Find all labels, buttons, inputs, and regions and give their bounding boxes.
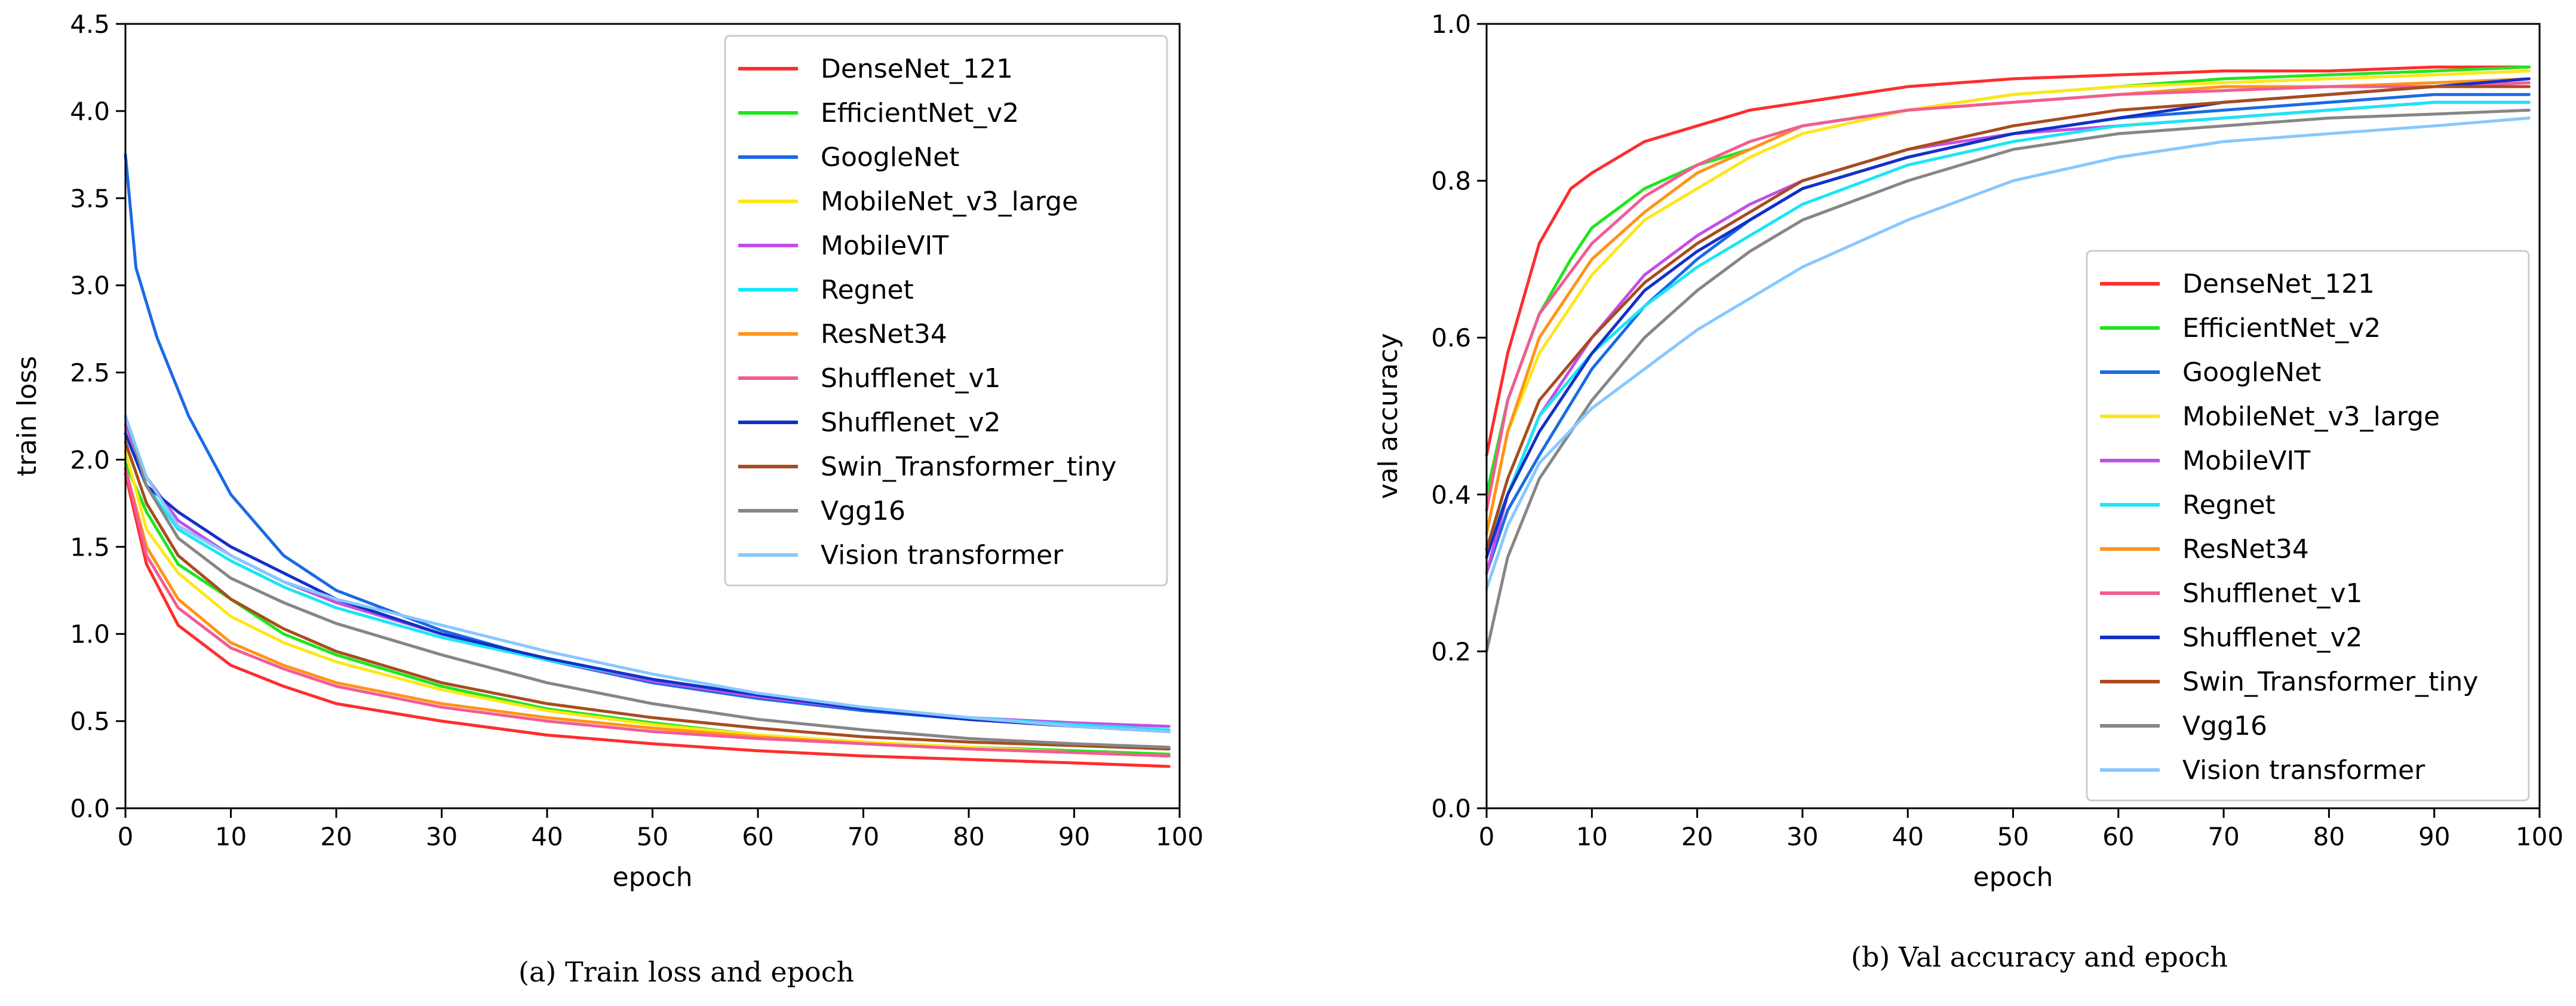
- train-loss-x-tick-label: 70: [848, 822, 879, 851]
- train-loss-x-tick-label: 10: [215, 822, 247, 851]
- val-accuracy-x-tick-label: 100: [2516, 822, 2563, 851]
- val-accuracy-series-swin-transformer-tiny: [1485, 85, 2531, 551]
- val-accuracy-x-tick-label: 40: [1892, 822, 1923, 851]
- val-accuracy-legend-box: [2086, 250, 2530, 802]
- val-accuracy-series-densenet-121: [1485, 65, 2531, 457]
- train-loss-series-mobilenet-v3-large: [124, 449, 1171, 757]
- train-loss-legend-label: EfficientNet_v2: [821, 98, 1019, 128]
- train-loss-x-tick-label: 50: [637, 822, 668, 851]
- train-loss-x-tick-label: 100: [1156, 822, 1203, 851]
- val-accuracy-y-tick-label: 0.8: [1431, 167, 1471, 196]
- train-loss-legend-label: Regnet: [821, 275, 914, 305]
- train-loss-legend-label: Swin_Transformer_tiny: [821, 452, 1116, 482]
- train-loss-legend-label: MobileVIT: [821, 231, 948, 261]
- train-loss-y-tick-label: 4.5: [70, 10, 110, 39]
- train-loss-legend-label: DenseNet_121: [821, 54, 1013, 84]
- val-accuracy-y-tick-label: 0.4: [1431, 480, 1471, 510]
- val-accuracy-legend-label: DenseNet_121: [2182, 269, 2375, 299]
- val-accuracy-series-regnet: [1485, 100, 2531, 551]
- train-loss-series-vgg16: [124, 415, 1171, 749]
- val-accuracy-x-tick-label: 80: [2313, 822, 2345, 851]
- train-loss-series-densenet-121: [124, 472, 1171, 768]
- val-accuracy-legend-label: Shufflenet_v1: [2182, 578, 2363, 609]
- train-loss-legend-label: MobileNet_v3_large: [821, 186, 1078, 217]
- val-accuracy-x-tick-label: 10: [1576, 822, 1608, 851]
- val-accuracy-legend-label: MobileVIT: [2182, 446, 2310, 476]
- train-loss-x-tick-label: 40: [531, 822, 563, 851]
- val-accuracy-x-tick-label: 50: [1997, 822, 2029, 851]
- train-loss-y-tick-label: 4.0: [70, 97, 110, 126]
- val-accuracy-legend-label: EfficientNet_v2: [2182, 313, 2381, 343]
- train-loss-y-tick-label: 1.0: [70, 619, 110, 649]
- val-accuracy-series-shufflenet-v1: [1485, 81, 2531, 512]
- train-loss-y-tick-label: 3.0: [70, 271, 110, 300]
- train-loss-legend-label: ResNet34: [821, 319, 947, 349]
- train-loss-y-tick-label: 2.0: [70, 445, 110, 474]
- train-loss-series-vision-transformer: [124, 415, 1171, 734]
- train-loss-y-tick-label: 1.5: [70, 532, 110, 562]
- val-accuracy-x-tick-label: 60: [2102, 822, 2134, 851]
- val-accuracy-x-tick-label: 0: [1479, 822, 1495, 851]
- train-loss-legend-box: [724, 35, 1168, 587]
- val-accuracy-x-axis-label: epoch: [1973, 862, 2053, 892]
- train-loss-series-swin-transformer-tiny: [124, 440, 1171, 751]
- train-loss-legend-label: Shufflenet_v2: [821, 407, 1001, 438]
- val-accuracy-legend-label: GoogleNet: [2182, 357, 2321, 388]
- train-loss-x-tick-label: 90: [1058, 822, 1090, 851]
- val-accuracy-series-mobilenet-v3-large: [1485, 69, 2531, 535]
- train-loss-y-tick-label: 0.5: [70, 707, 110, 736]
- val-accuracy-legend-label: Vision transformer: [2182, 755, 2425, 786]
- train-loss-legend-label: Vision transformer: [821, 540, 1064, 571]
- train-loss-legend-label: Shufflenet_v1: [821, 363, 1001, 394]
- train-loss-x-tick-label: 60: [742, 822, 773, 851]
- val-accuracy-legend-label: Regnet: [2182, 490, 2276, 520]
- caption-val-accuracy: (b) Val accuracy and epoch: [1851, 941, 2228, 973]
- val-accuracy-y-tick-label: 0.6: [1431, 323, 1471, 352]
- val-accuracy-legend-label: Swin_Transformer_tiny: [2182, 667, 2478, 697]
- train-loss-series-shufflenet-v2: [124, 432, 1171, 734]
- val-accuracy-x-tick-label: 90: [2418, 822, 2450, 851]
- train-loss-x-axis-label: epoch: [613, 862, 693, 892]
- val-accuracy-series-vgg16: [1485, 108, 2531, 653]
- val-accuracy-series-vision-transformer: [1485, 116, 2531, 590]
- train-loss-legend-label: GoogleNet: [821, 142, 959, 173]
- val-accuracy-legend-label: Vgg16: [2182, 711, 2267, 741]
- train-loss-y-tick-label: 3.5: [70, 184, 110, 213]
- train-loss-x-tick-label: 30: [426, 822, 458, 851]
- train-loss-y-tick-label: 2.5: [70, 358, 110, 388]
- val-accuracy-x-tick-label: 30: [1786, 822, 1818, 851]
- val-accuracy-y-tick-label: 1.0: [1431, 10, 1471, 39]
- train-loss-y-tick-label: 0.0: [70, 794, 110, 823]
- val-accuracy-legend-label: MobileNet_v3_large: [2182, 401, 2440, 432]
- val-accuracy-y-tick-label: 0.0: [1431, 794, 1471, 823]
- val-accuracy-y-axis-label: val accuracy: [1373, 333, 1404, 499]
- val-accuracy-legend-label: ResNet34: [2182, 534, 2309, 565]
- train-loss-x-tick-label: 20: [320, 822, 352, 851]
- val-accuracy-legend-label: Shufflenet_v2: [2182, 622, 2363, 653]
- train-loss-legend-label: Vgg16: [821, 496, 905, 526]
- val-accuracy-x-tick-label: 20: [1681, 822, 1713, 851]
- train-loss-series-shufflenet-v1: [124, 467, 1171, 757]
- train-loss-y-axis-label: train loss: [12, 356, 42, 476]
- caption-train-loss: (a) Train loss and epoch: [518, 956, 855, 988]
- train-loss-x-tick-label: 0: [118, 822, 134, 851]
- train-loss-x-tick-label: 80: [953, 822, 984, 851]
- val-accuracy-x-tick-label: 70: [2207, 822, 2239, 851]
- val-accuracy-y-tick-label: 0.2: [1431, 637, 1471, 666]
